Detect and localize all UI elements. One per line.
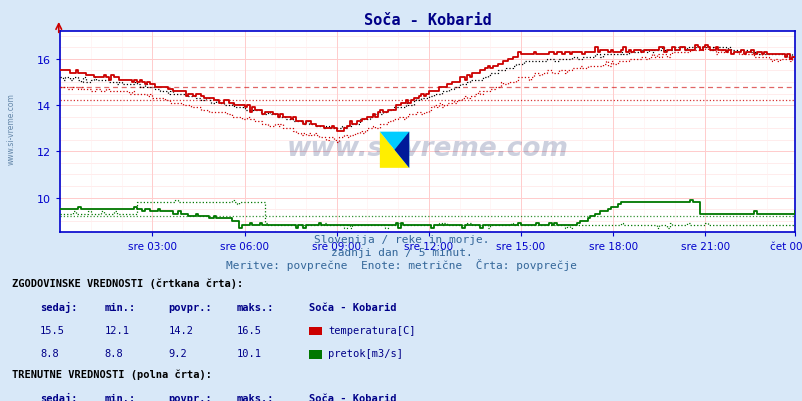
Text: min.:: min.: (104, 302, 136, 312)
Text: 10.1: 10.1 (237, 348, 261, 358)
Text: Meritve: povprečne  Enote: metrične  Črta: povprečje: Meritve: povprečne Enote: metrične Črta:… (225, 259, 577, 271)
Text: 8.8: 8.8 (40, 348, 59, 358)
Text: povpr.:: povpr.: (168, 302, 212, 312)
Text: TRENUTNE VREDNOSTI (polna črta):: TRENUTNE VREDNOSTI (polna črta): (12, 369, 212, 379)
Text: 12.1: 12.1 (104, 325, 129, 335)
Text: temperatura[C]: temperatura[C] (328, 325, 415, 335)
Polygon shape (379, 132, 409, 168)
Text: ZGODOVINSKE VREDNOSTI (črtkana črta):: ZGODOVINSKE VREDNOSTI (črtkana črta): (12, 278, 243, 289)
Polygon shape (379, 132, 409, 168)
Text: povpr.:: povpr.: (168, 393, 212, 401)
Title: Soča - Kobarid: Soča - Kobarid (363, 13, 491, 28)
Text: maks.:: maks.: (237, 302, 274, 312)
Text: www.si-vreme.com: www.si-vreme.com (286, 136, 568, 161)
Text: min.:: min.: (104, 393, 136, 401)
Text: Slovenija / reke in morje.: Slovenija / reke in morje. (314, 235, 488, 245)
Text: 15.5: 15.5 (40, 325, 65, 335)
Polygon shape (394, 132, 409, 168)
Text: Soča - Kobarid: Soča - Kobarid (309, 393, 396, 401)
Text: www.si-vreme.com: www.si-vreme.com (6, 93, 15, 164)
Text: 16.5: 16.5 (237, 325, 261, 335)
Text: 9.2: 9.2 (168, 348, 187, 358)
Text: sedaj:: sedaj: (40, 392, 78, 401)
Text: maks.:: maks.: (237, 393, 274, 401)
Text: zadnji dan / 5 minut.: zadnji dan / 5 minut. (330, 248, 472, 258)
Text: Soča - Kobarid: Soča - Kobarid (309, 302, 396, 312)
Text: pretok[m3/s]: pretok[m3/s] (328, 348, 403, 358)
Text: sedaj:: sedaj: (40, 301, 78, 312)
Text: 14.2: 14.2 (168, 325, 193, 335)
Text: 8.8: 8.8 (104, 348, 123, 358)
